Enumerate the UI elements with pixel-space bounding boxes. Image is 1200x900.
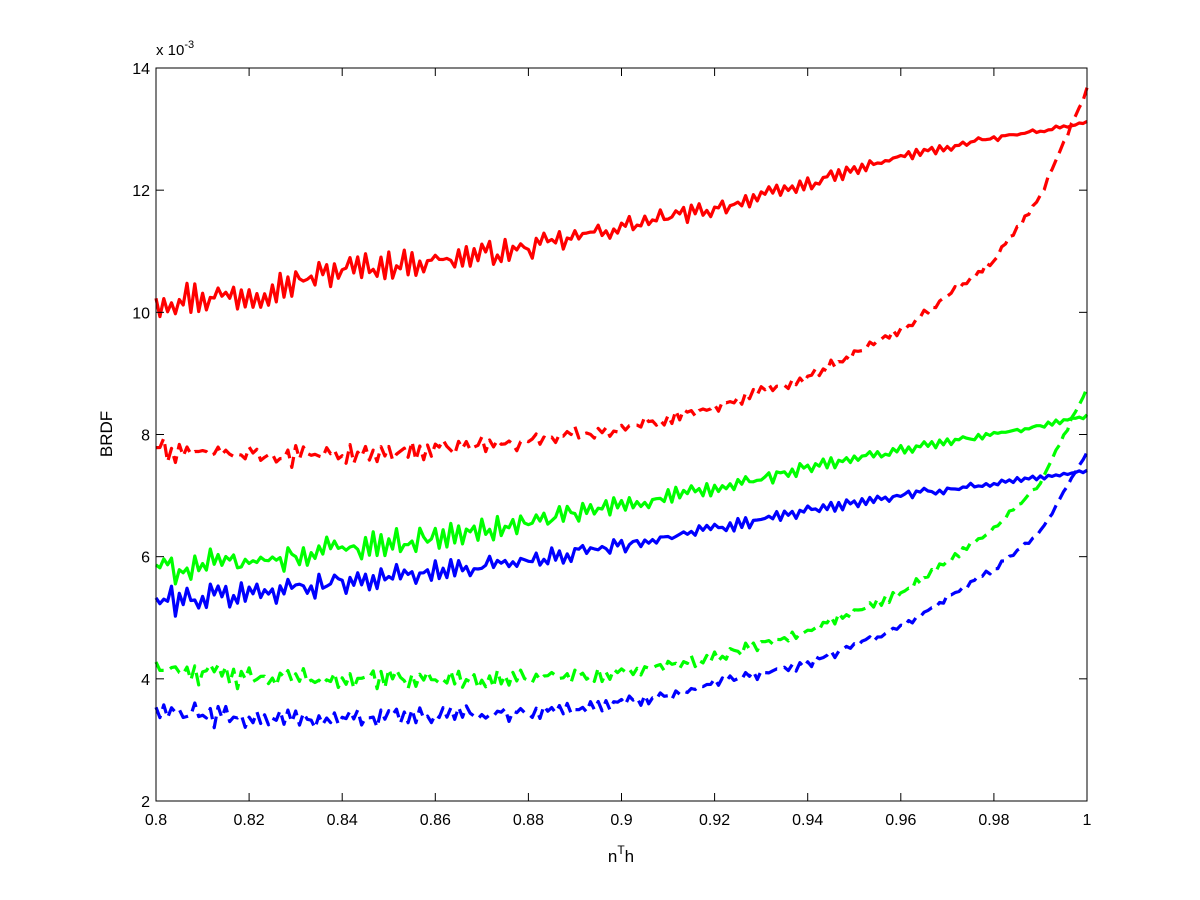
y-axis-ticks: 2 4 6 8 10 12 14 <box>132 61 1087 811</box>
x-tick-label: 0.82 <box>234 812 265 829</box>
y-tick-label: 8 <box>141 428 150 445</box>
y-axis-label: BRDF <box>97 411 116 457</box>
x-tick-label: 0.94 <box>792 812 823 829</box>
x-tick-label: 0.9 <box>610 812 632 829</box>
x-tick-label: 0.86 <box>420 812 451 829</box>
x-tick-label: 0.98 <box>978 812 1009 829</box>
series-line-3 <box>155 413 1089 586</box>
series-line-1 <box>154 119 1088 319</box>
y-tick-label: 10 <box>132 305 150 322</box>
y-tick-label: 2 <box>141 794 150 811</box>
x-tick-label: 0.88 <box>513 812 544 829</box>
x-axis-ticks: 0.8 0.82 0.84 0.86 0.88 0.9 0.92 0.94 0.96 0.98 1 <box>145 68 1092 829</box>
x-axis-label-tail: h <box>625 847 634 866</box>
x-tick-label: 0.8 <box>145 812 167 829</box>
x-tick-label: 0.92 <box>699 812 730 829</box>
y-exponent-label: x 10-3 <box>156 39 194 59</box>
axes-background <box>156 68 1087 801</box>
x-axis-label: nTh <box>608 843 634 866</box>
series-line-6 <box>154 451 1089 730</box>
y-tick-label: 12 <box>132 183 150 200</box>
plot-area: 0.8 0.82 0.84 0.86 0.88 0.9 0.92 0.94 0.96 0.98 1 … <box>132 61 1091 829</box>
y-tick-label: 6 <box>141 550 150 567</box>
y-exponent-prefix: x 10 <box>156 42 184 59</box>
y-exponent-sup: -3 <box>184 39 194 51</box>
x-axis-label-sup: T <box>617 843 625 857</box>
series-layer <box>154 87 1089 730</box>
x-tick-label: 0.84 <box>327 812 358 829</box>
series-line-4 <box>154 468 1088 618</box>
y-tick-label: 4 <box>141 672 150 689</box>
series-line-2 <box>155 87 1089 469</box>
y-tick-label: 14 <box>132 61 150 78</box>
x-tick-label: 0.96 <box>885 812 916 829</box>
x-axis-label-base: n <box>608 847 617 866</box>
x-tick-label: 1 <box>1083 812 1092 829</box>
series-line-5 <box>154 387 1089 691</box>
